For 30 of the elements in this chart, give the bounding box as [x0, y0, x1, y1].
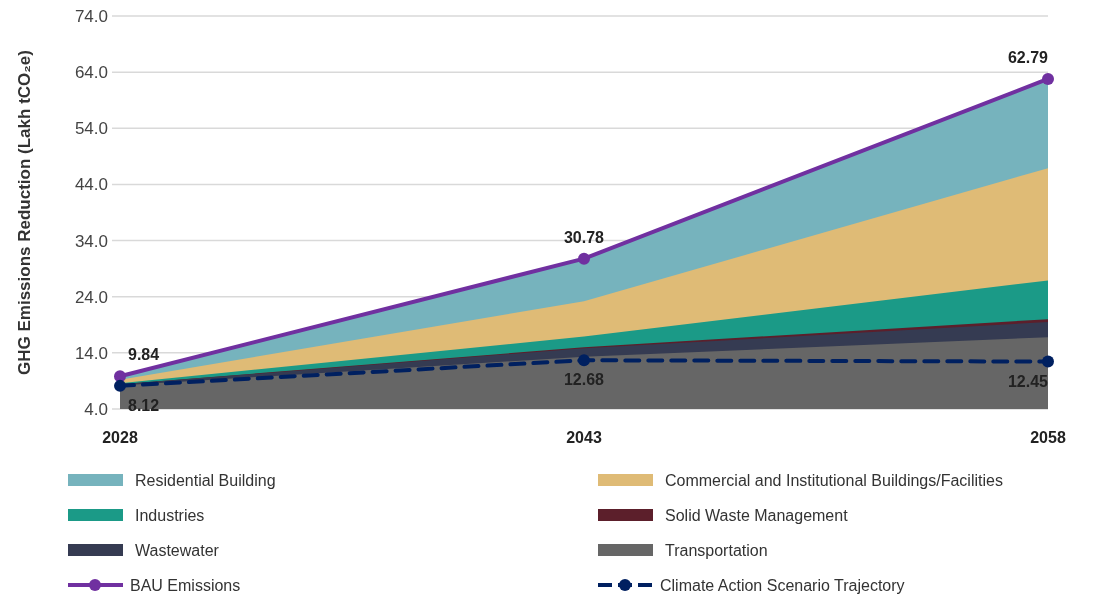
- y-axis-title: GHG Emissions Reduction (Lakh tCO₂e): [15, 50, 34, 375]
- legend-label: Industries: [135, 507, 205, 524]
- legend-label: Climate Action Scenario Trajectory: [660, 577, 905, 594]
- x-tick-label: 2043: [566, 429, 602, 446]
- legend-label: Residential Building: [135, 472, 276, 489]
- point: [1042, 72, 1054, 85]
- x-tick-label: 2058: [1030, 429, 1066, 446]
- data-label: 9.84: [128, 346, 160, 364]
- y-tick-label: 24.0: [74, 287, 108, 307]
- y-tick-label: 74.0: [74, 7, 108, 26]
- data-label: 30.78: [563, 228, 605, 246]
- data-label: 12.68: [563, 371, 605, 389]
- y-tick-label: 54.0: [74, 119, 108, 139]
- y-tick-label: 14.0: [74, 343, 108, 363]
- point: [578, 252, 590, 265]
- point: [114, 379, 126, 392]
- legend-label: BAU Emissions: [130, 577, 241, 594]
- y-tick-label: 34.0: [74, 231, 108, 251]
- y-tick-label: 44.0: [74, 175, 108, 195]
- legend-label: Wastewater: [135, 542, 220, 559]
- y-tick-label: 64.0: [74, 63, 108, 83]
- legend-label: Commercial and Institutional Buildings/Facilities: [665, 472, 1003, 489]
- point: [578, 354, 590, 367]
- legend-label: Solid Waste Management: [665, 507, 849, 524]
- data-label: 62.79: [1007, 48, 1049, 66]
- x-tick-label: 2028: [102, 429, 138, 446]
- legend-label: Transportation: [665, 542, 768, 559]
- data-label: 12.45: [1007, 372, 1049, 390]
- y-tick-label: 4.0: [84, 400, 108, 419]
- point: [1042, 355, 1054, 368]
